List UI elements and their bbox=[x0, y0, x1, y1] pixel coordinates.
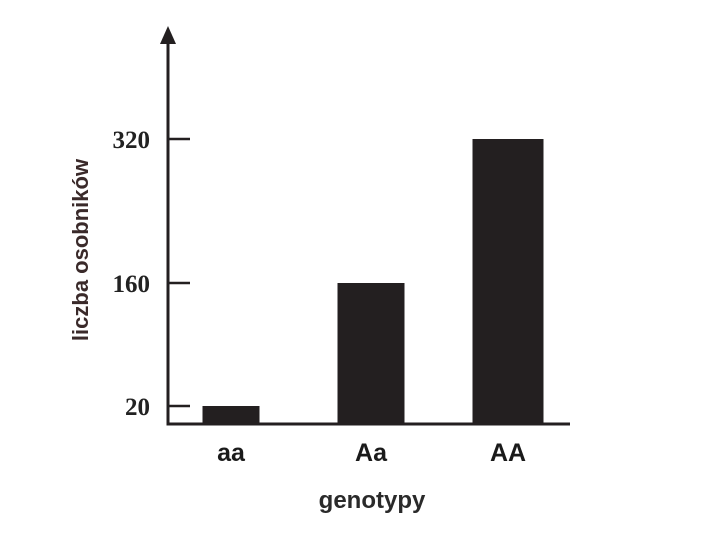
y-ticks: 20 160 320 bbox=[113, 127, 190, 421]
x-tick-labels: aa Aa AA bbox=[217, 439, 526, 467]
y-tick-label: 160 bbox=[113, 271, 151, 298]
bars bbox=[202, 139, 544, 424]
y-axis-arrow bbox=[160, 26, 176, 44]
bar-AA bbox=[472, 139, 544, 424]
y-tick-label: 20 bbox=[125, 394, 150, 421]
x-axis-title: genotypy bbox=[319, 487, 426, 514]
x-tick-label: aa bbox=[217, 439, 246, 467]
bar-Aa bbox=[337, 283, 405, 424]
bar-aa bbox=[202, 406, 260, 424]
x-tick-label: AA bbox=[490, 439, 526, 467]
x-tick-label: Aa bbox=[355, 439, 388, 467]
y-tick-label: 320 bbox=[113, 127, 151, 154]
y-axis-title: liczba osobników bbox=[68, 158, 93, 341]
